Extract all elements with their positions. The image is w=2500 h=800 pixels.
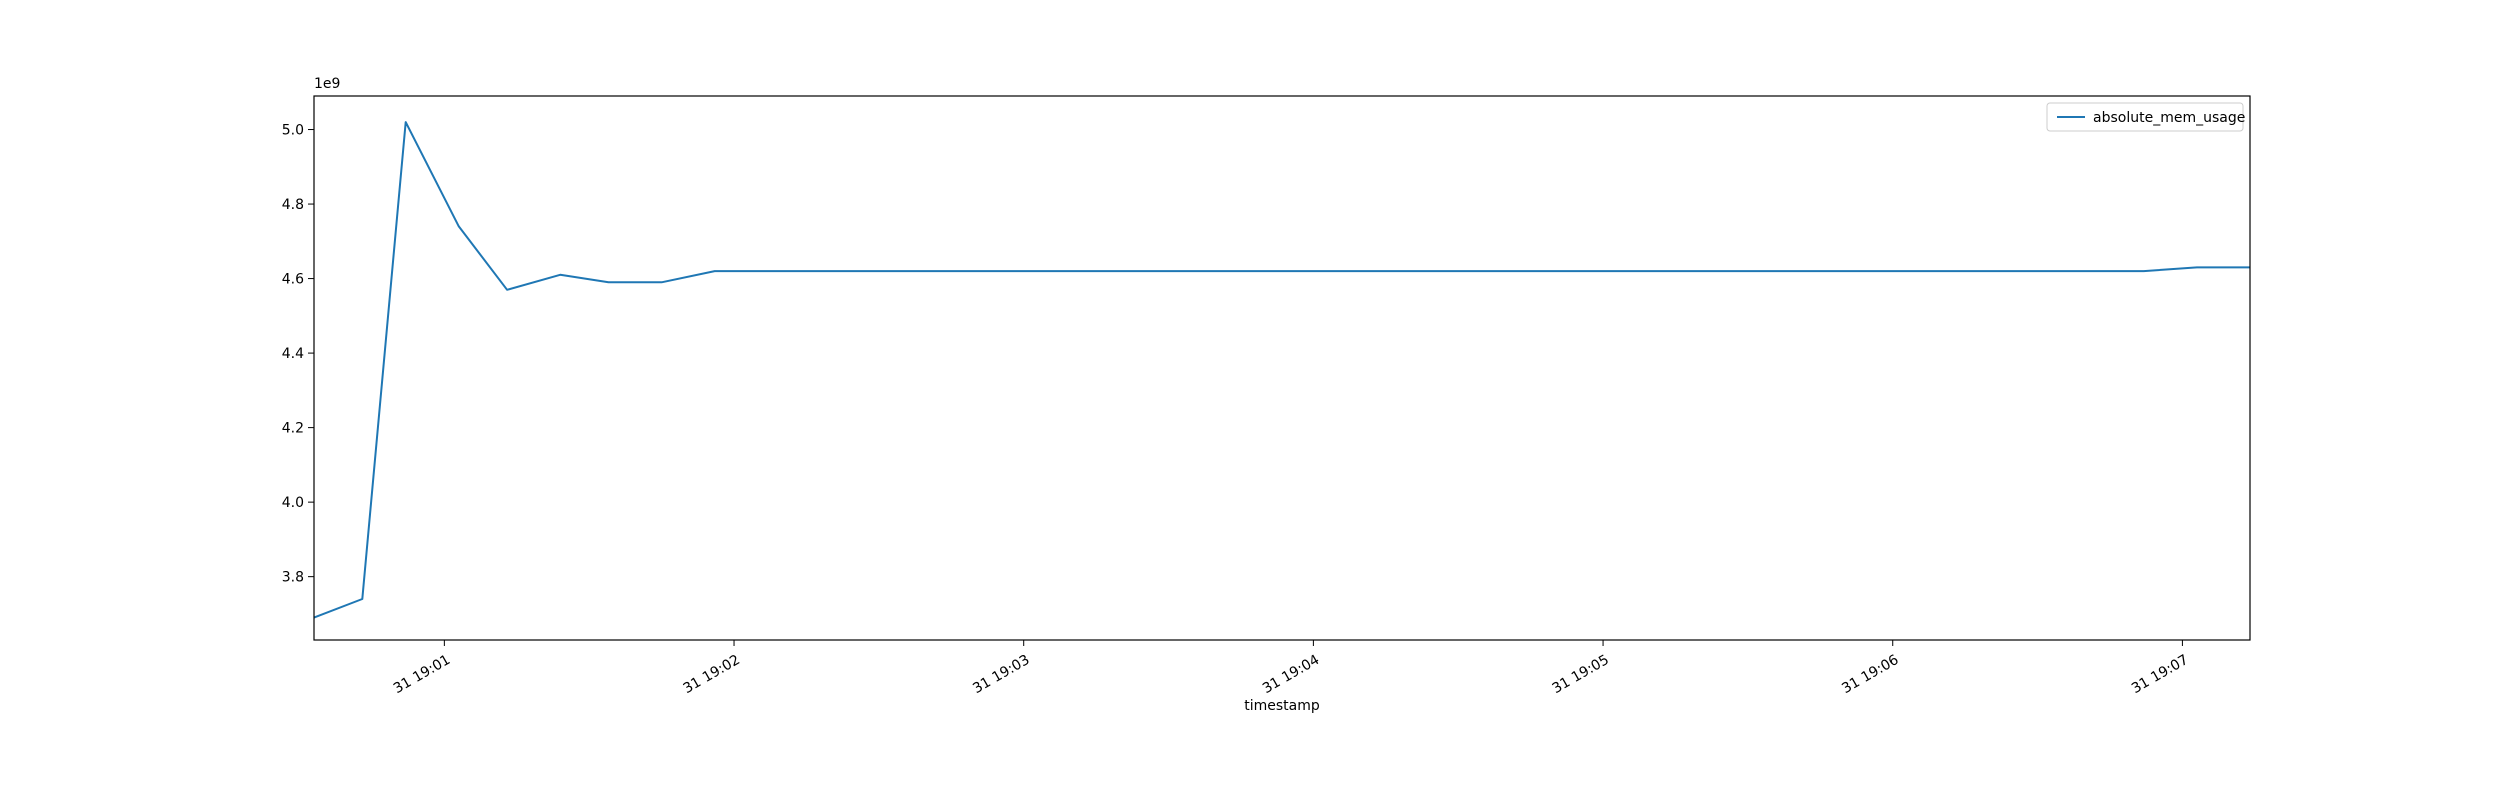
x-tick-label: 31 19:06 — [1839, 652, 1901, 697]
x-tick-label: 31 19:01 — [391, 652, 453, 697]
y-tick-label: 4.6 — [282, 272, 304, 288]
x-tick-label: 31 19:03 — [970, 652, 1032, 697]
y-tick-label: 4.2 — [282, 421, 304, 437]
y-tick-label: 4.0 — [282, 495, 304, 511]
x-axis-ticks: 31 19:01 31 19:02 31 19:03 31 19:04 31 19:05… — [391, 640, 2191, 697]
legend-box — [2046, 102, 2244, 132]
plot-area-frame — [313, 95, 2251, 641]
x-tick-label: 31 19:02 — [681, 652, 743, 697]
x-tick-label: 31 19:04 — [1260, 652, 1322, 697]
legend-label: absolute_mem_usage — [2093, 110, 2245, 126]
y-tick-label: 3.8 — [282, 570, 304, 586]
y-tick-label: 5.0 — [282, 123, 304, 139]
series-line — [313, 121, 2250, 619]
y-tick-label: 4.8 — [282, 197, 304, 213]
y-axis-offset-label: 1e9 — [314, 76, 340, 92]
series-layer — [313, 121, 2250, 619]
y-axis-ticks: 3.8 4.0 4.2 4.4 4.6 4.8 5.0 — [282, 123, 314, 586]
y-tick-label: 4.4 — [282, 346, 304, 362]
x-axis-title: timestamp — [1244, 698, 1320, 714]
x-tick-label: 31 19:05 — [1550, 652, 1612, 697]
x-tick-label: 31 19:07 — [2129, 652, 2191, 697]
legend: absolute_mem_usage — [2046, 102, 2245, 132]
